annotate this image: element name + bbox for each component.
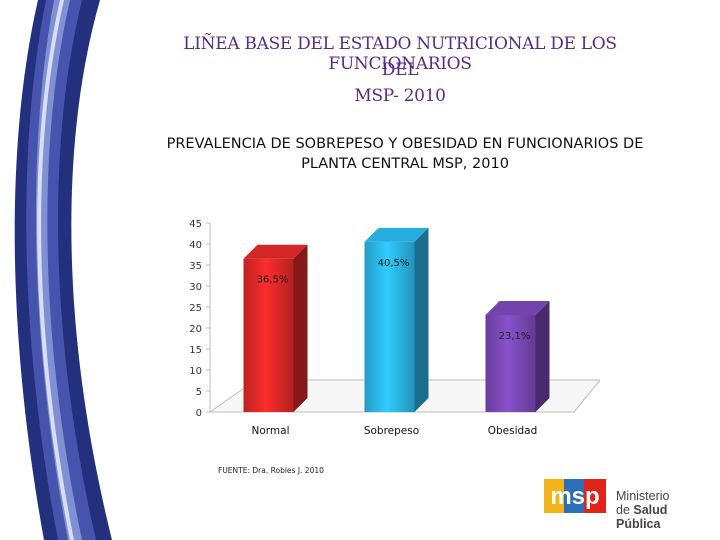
bar-normal-front xyxy=(243,258,294,412)
logo-line-1: Ministerio xyxy=(616,489,670,503)
bar-obesidad-side xyxy=(535,300,550,412)
source-note: FUENTE: Dra. Robles J. 2010 xyxy=(218,466,324,475)
msp-logo: msp Ministerio de Salud Pública xyxy=(544,471,714,531)
msp-logo-letters: msp xyxy=(550,483,599,510)
bar-normal xyxy=(243,244,308,412)
data-label: 23,1% xyxy=(499,331,531,342)
bar-obesidad xyxy=(485,300,550,412)
bar-chart: 0 5 10 15 20 25 30 35 40 45 36,5% Normal 40,5% Sobre… xyxy=(189,219,600,437)
bar-sobrepeso-top xyxy=(364,227,429,242)
slide-title-line-1: LIÑEA BASE DEL ESTADO NUTRICIONAL DE LOS… xyxy=(183,34,617,74)
logo-line-2: de Salud Pública xyxy=(616,503,714,531)
y-tick-label: 20 xyxy=(189,324,202,335)
logo-line-2-prefix: de xyxy=(616,503,634,517)
decorative-swoosh xyxy=(14,0,112,540)
x-category-label: Normal xyxy=(252,425,290,437)
chart-title-line-1: PREVALENCIA DE SOBREPESO Y OBESIDAD EN F… xyxy=(166,136,644,152)
bar-sobrepeso-front xyxy=(364,241,415,412)
bar-obesidad-front xyxy=(485,314,536,412)
msp-logo-mark: msp xyxy=(544,479,606,513)
y-tick-label: 35 xyxy=(189,261,202,272)
bar-sobrepeso-side xyxy=(414,227,429,412)
bar-obesidad-top xyxy=(485,300,550,315)
x-category-label: Obesidad xyxy=(488,425,538,437)
slide-title-line-2: DEL xyxy=(381,60,419,80)
slide-title-line-3: MSP- 2010 xyxy=(354,86,446,106)
logo-line-2-bold: Salud Pública xyxy=(616,503,668,531)
bar-normal-top xyxy=(243,244,308,259)
y-tick-label: 0 xyxy=(196,408,202,419)
data-label: 36,5% xyxy=(257,275,289,286)
bar-normal-side xyxy=(293,244,308,412)
y-tick-label: 30 xyxy=(189,282,202,293)
y-tick-label: 15 xyxy=(189,345,202,356)
y-tick-label: 45 xyxy=(189,219,202,230)
x-category-label: Sobrepeso xyxy=(364,425,419,437)
y-tick-label: 5 xyxy=(196,387,202,398)
y-tick-label: 10 xyxy=(189,366,202,377)
bar-sobrepeso xyxy=(364,227,429,412)
chart-title-line-2: PLANTA CENTRAL MSP, 2010 xyxy=(301,156,509,172)
y-tick-label: 25 xyxy=(189,303,202,314)
data-label: 40,5% xyxy=(378,258,410,269)
y-tick-label: 40 xyxy=(189,240,202,251)
